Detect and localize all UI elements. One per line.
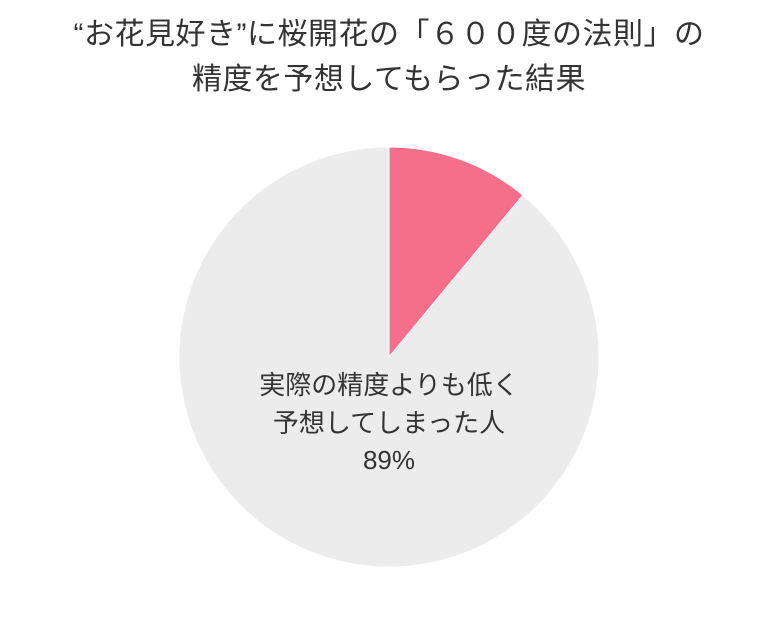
label-line-1: 実際の精度よりも低く — [259, 370, 518, 400]
chart-title: “お花見好き”に桜開花の「６００度の法則」の 精度を予想してもらった結果 — [74, 12, 705, 102]
title-line-1: “お花見好き”に桜開花の「６００度の法則」の — [74, 18, 705, 51]
label-line-2: 予想してしまった人 — [273, 408, 505, 438]
pie-chart — [179, 147, 599, 567]
pie-slice-major — [179, 147, 599, 567]
pie-chart-container: 実際の精度よりも低く 予想してしまった人 89% — [179, 147, 599, 567]
label-line-3: 89% — [363, 445, 415, 475]
major-slice-label: 実際の精度よりも低く 予想してしまった人 89% — [259, 367, 518, 480]
title-line-2: 精度を予想してもらった結果 — [192, 63, 586, 96]
